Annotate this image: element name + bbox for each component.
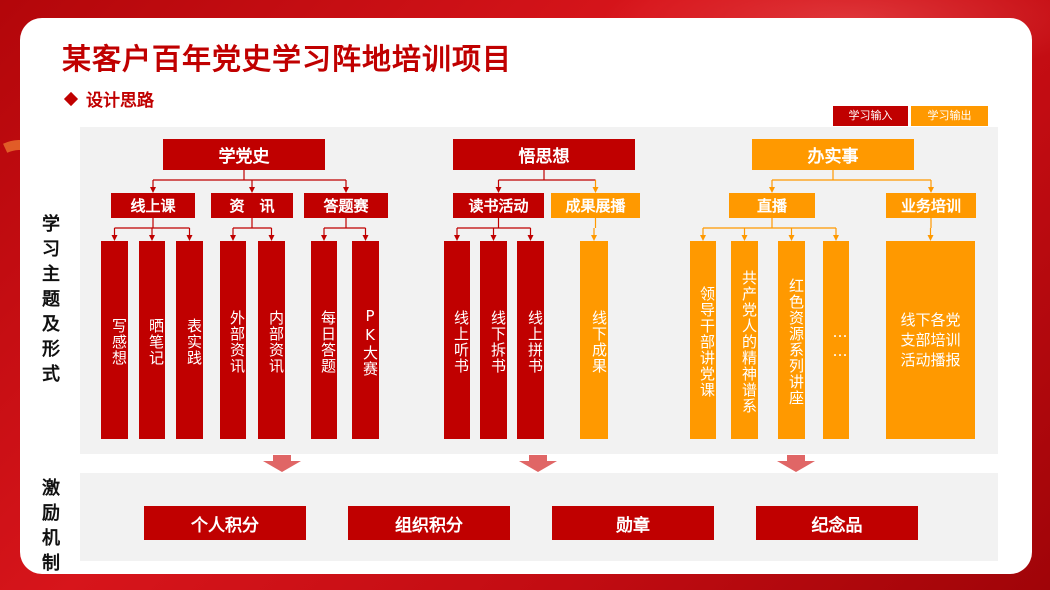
reward-box: 勋章	[552, 506, 714, 540]
group-box: 成果展播	[551, 193, 640, 218]
activity-box: 共产党人的精神谱系	[731, 241, 758, 439]
activity-box: 内部资讯	[258, 241, 285, 439]
group-box: 直播	[729, 193, 815, 218]
section-subtitle: 设计思路	[63, 86, 154, 111]
activity-box: 红色资源系列讲座	[778, 241, 805, 439]
reward-box: 个人积分	[144, 506, 306, 540]
legend-input: 学习输入	[833, 106, 908, 126]
diamond-bullet-icon	[63, 91, 79, 107]
group-box: 读书活动	[453, 193, 544, 218]
page-title: 某客户百年党史学习阵地培训项目	[62, 42, 513, 76]
group-box: 答题赛	[304, 193, 388, 218]
group-box: 业务培训	[886, 193, 976, 218]
category-box: 办实事	[752, 139, 914, 170]
subtitle-text: 设计思路	[86, 91, 154, 111]
activity-box: 晒笔记	[139, 241, 165, 439]
activity-box: 每日答题	[311, 241, 337, 439]
incentive-side-label: 激励机制	[42, 478, 60, 574]
activity-box: 外部资讯	[220, 241, 246, 439]
activity-box: 线上听书	[444, 241, 470, 439]
activity-box: 线上拼书	[517, 241, 544, 439]
activity-box: 线下各党支部培训活动播报	[886, 241, 975, 439]
activity-box: 写感想	[101, 241, 128, 439]
reward-box: 纪念品	[756, 506, 918, 540]
legend-output: 学习输出	[911, 106, 988, 126]
group-box: 线上课	[111, 193, 195, 218]
activity-box: 线下成果	[580, 241, 608, 439]
activity-box: ……	[823, 241, 849, 439]
activity-box: PK大赛	[352, 241, 379, 439]
category-box: 悟思想	[453, 139, 635, 170]
topics-side-label: 学习主题及形式	[42, 214, 60, 385]
activity-box: 领导干部讲党课	[690, 241, 716, 439]
group-box: 资 讯	[211, 193, 293, 218]
activity-box: 线下拆书	[480, 241, 507, 439]
reward-box: 组织积分	[348, 506, 510, 540]
activity-box: 表实践	[176, 241, 203, 439]
category-box: 学党史	[163, 139, 325, 170]
